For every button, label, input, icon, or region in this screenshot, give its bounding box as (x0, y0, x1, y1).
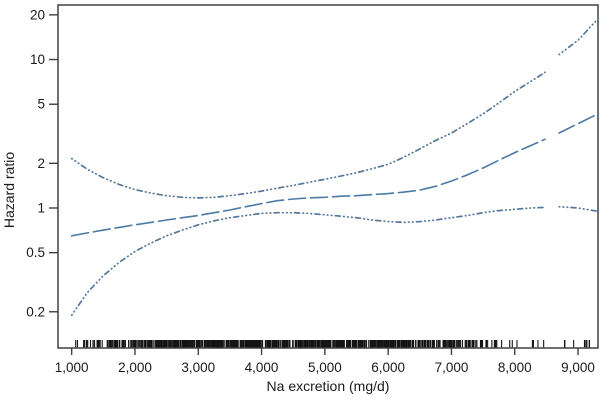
y-axis-ticks: 20 10 5 2 1 0.5 0.2 (26, 7, 58, 319)
curves (70, 17, 599, 316)
y-tick-label: 5 (37, 97, 45, 112)
upper-95ci-curve (70, 71, 546, 199)
upper-95ci-curve (558, 17, 599, 56)
lower-95ci-curve (558, 205, 599, 213)
hazard-ratio-estimate-curve (70, 138, 546, 237)
x-tick-label: 6,000 (371, 360, 405, 375)
rug-plot (75, 340, 590, 348)
y-tick-label: 0.2 (26, 304, 45, 319)
y-tick-label: 0.5 (26, 245, 45, 260)
y-tick-label: 1 (37, 200, 45, 215)
x-tick-label: 4,000 (245, 360, 279, 375)
hazard-ratio-estimate-curve (558, 113, 599, 134)
x-tick-label: 5,000 (308, 360, 342, 375)
x-tick-label: 1,000 (55, 360, 89, 375)
y-tick-label: 2 (37, 156, 45, 171)
y-tick-label: 10 (30, 52, 45, 67)
x-tick-label: 2,000 (118, 360, 152, 375)
y-axis-title: Hazard ratio (1, 152, 17, 228)
x-tick-label: 8,000 (498, 360, 532, 375)
x-tick-label: 7,000 (435, 360, 469, 375)
y-tick-label: 20 (30, 7, 45, 22)
x-tick-label: 9,000 (561, 360, 595, 375)
x-axis-ticks: 1,000 2,000 3,000 4,000 5,000 6,000 7,000 8,000… (55, 348, 595, 375)
plot-frame (57, 4, 599, 349)
x-tick-label: 3,000 (181, 360, 215, 375)
x-axis-title: Na excretion (mg/d) (267, 378, 390, 394)
